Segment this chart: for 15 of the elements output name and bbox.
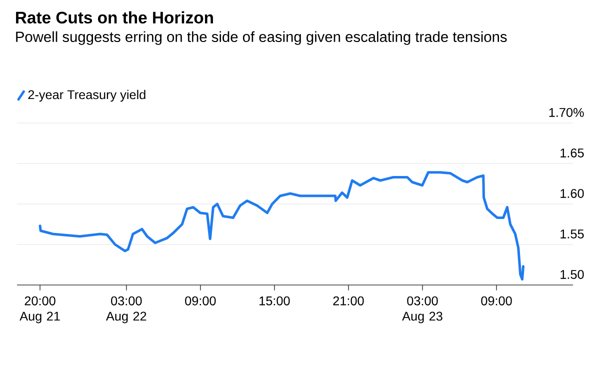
x-tick-label: 15:00: [260, 296, 290, 306]
x-tick-label: 09:00: [481, 296, 512, 306]
x-tick-label: 09:00: [185, 296, 216, 306]
y-tick-label: 1.70%: [549, 108, 584, 117]
x-tick-label: 21:00: [333, 296, 364, 306]
x-tick-label: 03:00 Aug 23: [402, 296, 442, 324]
y-tick-label: 1.50: [560, 270, 584, 279]
y-tick-label: 1.55: [560, 230, 584, 238]
x-tick-label: 20:00 Aug 21: [20, 296, 60, 324]
y-tick-label: 1.60: [560, 188, 584, 198]
x-tick-label: 03:00 Aug 22: [106, 296, 146, 324]
chart-title: Rate Cuts on the Horizon: [16, 11, 213, 24]
legend-label: 2-year Treasury yield: [28, 90, 146, 102]
chart-subtitle: Powell suggests erring on the side of easing given escalating trade tensions: [16, 31, 507, 45]
y-tick-label: 1.65: [560, 148, 584, 158]
